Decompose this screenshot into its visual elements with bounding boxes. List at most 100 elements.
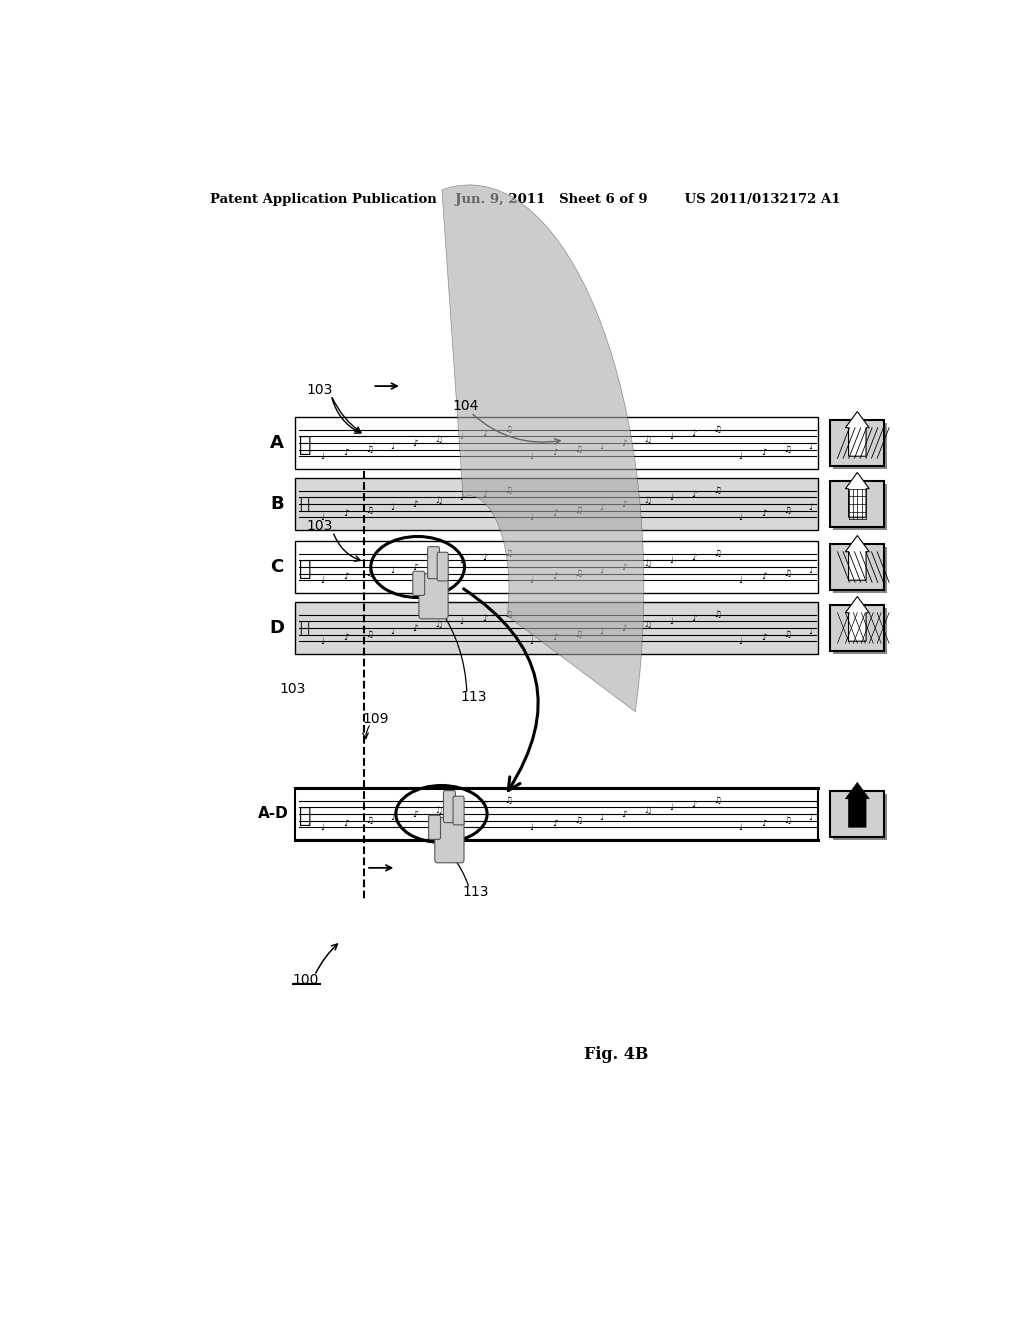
Text: 109: 109 xyxy=(362,713,389,726)
Text: ♫: ♫ xyxy=(365,816,373,825)
Text: ♩: ♩ xyxy=(738,451,742,461)
Text: 113: 113 xyxy=(463,886,488,899)
Text: ♩: ♩ xyxy=(808,566,813,574)
Text: ♩: ♩ xyxy=(669,432,673,441)
Text: ♫: ♫ xyxy=(644,620,652,630)
Text: A-D: A-D xyxy=(258,807,289,821)
Text: ♩: ♩ xyxy=(390,503,394,512)
Text: ♫: ♫ xyxy=(783,445,792,454)
Text: ♪: ♪ xyxy=(343,573,348,581)
FancyBboxPatch shape xyxy=(428,546,439,578)
FancyBboxPatch shape xyxy=(413,572,425,595)
Text: ♩: ♩ xyxy=(808,813,813,822)
Text: ♩: ♩ xyxy=(321,576,325,585)
Text: ♫: ♫ xyxy=(504,610,512,619)
Text: ♩: ♩ xyxy=(529,636,534,645)
Text: ♫: ♫ xyxy=(434,807,442,816)
Text: ♩: ♩ xyxy=(460,803,464,812)
Text: ♩: ♩ xyxy=(390,813,394,822)
Text: ♫: ♫ xyxy=(714,610,722,619)
FancyBboxPatch shape xyxy=(443,791,456,822)
FancyArrow shape xyxy=(846,783,869,828)
Text: ♪: ♪ xyxy=(691,490,697,499)
Text: ♩: ♩ xyxy=(529,576,534,585)
Text: ♪: ♪ xyxy=(482,800,488,809)
Text: ♪: ♪ xyxy=(413,438,418,447)
Text: ♫: ♫ xyxy=(365,630,373,639)
Text: ♪: ♪ xyxy=(413,809,418,818)
FancyBboxPatch shape xyxy=(437,552,449,581)
Text: C: C xyxy=(270,558,284,576)
Text: 𝄞: 𝄞 xyxy=(299,560,312,579)
Text: ♩: ♩ xyxy=(390,627,394,636)
Text: ♫: ♫ xyxy=(714,796,722,805)
Text: 𝄞: 𝄞 xyxy=(299,436,312,455)
Text: ♩: ♩ xyxy=(808,627,813,636)
Text: ♩: ♩ xyxy=(460,432,464,441)
Text: ♩: ♩ xyxy=(321,636,325,645)
Text: ♩: ♩ xyxy=(599,442,603,451)
Text: ♫: ♫ xyxy=(714,549,722,558)
Text: ♩: ♩ xyxy=(669,803,673,812)
Bar xyxy=(833,548,887,593)
Text: ♫: ♫ xyxy=(644,496,652,506)
Text: ♩: ♩ xyxy=(738,636,742,645)
Text: ♪: ♪ xyxy=(482,614,488,623)
Text: ♪: ♪ xyxy=(761,573,767,581)
Text: ♫: ♫ xyxy=(644,560,652,568)
Text: ♪: ♪ xyxy=(761,820,767,829)
Text: ♪: ♪ xyxy=(622,562,628,572)
Text: ♩: ♩ xyxy=(321,822,325,832)
Text: Fig. 4B: Fig. 4B xyxy=(584,1047,648,1064)
Text: ♪: ♪ xyxy=(552,573,558,581)
Text: 𝄞: 𝄞 xyxy=(299,807,312,826)
Bar xyxy=(830,605,885,651)
Text: ♩: ♩ xyxy=(738,576,742,585)
Text: ♪: ♪ xyxy=(622,499,628,508)
Text: ♫: ♫ xyxy=(714,486,722,495)
Text: ♫: ♫ xyxy=(434,620,442,630)
FancyBboxPatch shape xyxy=(453,796,464,825)
Text: ♩: ♩ xyxy=(390,566,394,574)
FancyBboxPatch shape xyxy=(419,574,449,619)
Text: ♩: ♩ xyxy=(390,442,394,451)
PathPatch shape xyxy=(442,185,644,711)
Text: ♩: ♩ xyxy=(808,503,813,512)
Text: ♪: ♪ xyxy=(761,449,767,458)
Text: ♩: ♩ xyxy=(321,451,325,461)
Text: ♪: ♪ xyxy=(552,634,558,643)
Bar xyxy=(833,484,887,529)
Text: ♪: ♪ xyxy=(691,800,697,809)
Text: ♩: ♩ xyxy=(321,512,325,521)
Text: 𝄢: 𝄢 xyxy=(299,495,309,513)
Bar xyxy=(295,788,818,841)
Text: ♫: ♫ xyxy=(434,560,442,568)
FancyBboxPatch shape xyxy=(435,817,464,863)
Text: ♪: ♪ xyxy=(622,438,628,447)
Text: ♩: ♩ xyxy=(460,492,464,502)
FancyArrow shape xyxy=(846,597,869,642)
Text: ♪: ♪ xyxy=(691,614,697,623)
Text: ♫: ♫ xyxy=(504,549,512,558)
Text: ♪: ♪ xyxy=(413,623,418,632)
Text: 103: 103 xyxy=(307,519,333,533)
Text: ♪: ♪ xyxy=(691,429,697,438)
Text: ♫: ♫ xyxy=(365,569,373,578)
Text: 103: 103 xyxy=(307,383,333,397)
Text: B: B xyxy=(270,495,284,513)
Text: ♩: ♩ xyxy=(599,627,603,636)
Text: 103: 103 xyxy=(280,682,305,696)
Text: ♫: ♫ xyxy=(504,425,512,434)
Bar xyxy=(295,417,818,470)
FancyArrow shape xyxy=(846,536,869,581)
Text: ♩: ♩ xyxy=(529,451,534,461)
Bar xyxy=(833,609,887,653)
Text: ♫: ♫ xyxy=(574,445,583,454)
Text: ♩: ♩ xyxy=(669,616,673,626)
Bar xyxy=(295,478,818,531)
Text: ♫: ♫ xyxy=(365,445,373,454)
Text: ♪: ♪ xyxy=(552,510,558,519)
Text: ♫: ♫ xyxy=(783,816,792,825)
Text: ♩: ♩ xyxy=(669,492,673,502)
Text: ♫: ♫ xyxy=(365,506,373,515)
